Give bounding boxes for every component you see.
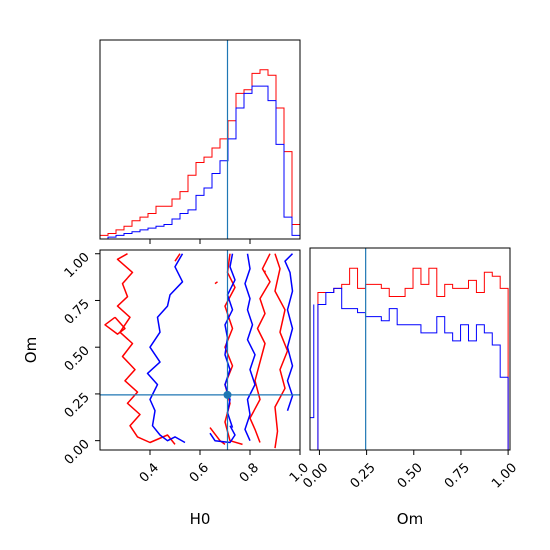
om-histogram-frame bbox=[309, 247, 511, 451]
h0-histogram-frame bbox=[99, 39, 301, 240]
om-hist-series-0 bbox=[310, 267, 509, 450]
red-contour-2 bbox=[174, 253, 181, 262]
om-hist-extra-bin bbox=[310, 304, 315, 419]
joint-contour-panel: 0.4 0.6 0.8 1.00.000.250.500.751.00 H0 Om bbox=[22, 249, 312, 528]
joint-x-tick-label-1: 0.6 bbox=[187, 460, 212, 485]
joint-x-tick-label-0: 0.4 bbox=[137, 460, 162, 485]
red-contour-4 bbox=[224, 253, 243, 446]
x-axis-label-om: Om bbox=[397, 510, 423, 528]
red-contour-3 bbox=[214, 281, 218, 285]
red-contour-0 bbox=[116, 253, 176, 445]
joint-y-tick-label-4: 1.00 bbox=[62, 250, 93, 281]
blue-contour-4 bbox=[284, 253, 294, 411]
joint-x-tick-label-2: 0.8 bbox=[237, 460, 262, 485]
joint-y-tick-label-3: 0.75 bbox=[62, 297, 93, 328]
joint-y-tick-label-2: 0.50 bbox=[62, 343, 93, 374]
om-hist-series-1 bbox=[310, 287, 509, 450]
joint-panel-frame bbox=[99, 249, 301, 451]
joint-y-tick-label-1: 0.25 bbox=[62, 390, 93, 421]
om-x-tick-label-4: 1.00 bbox=[489, 460, 520, 491]
x-axis-label-h0: H0 bbox=[190, 510, 211, 528]
joint-y-tick-label-0: 0.00 bbox=[62, 437, 93, 468]
h0-histogram-panel bbox=[99, 39, 301, 244]
red-contour-5 bbox=[249, 253, 271, 443]
om-histogram-panel: 0.00 0.25 0.50 0.75 1.00 Om bbox=[300, 247, 520, 528]
h0-hist-series-0 bbox=[99, 69, 301, 239]
blue-contour-3 bbox=[244, 253, 256, 442]
h0-hist-series-1 bbox=[100, 85, 301, 240]
red-contour-6 bbox=[274, 253, 289, 449]
red-contour-1 bbox=[104, 316, 126, 335]
om-x-tick-label-3: 0.75 bbox=[442, 460, 473, 491]
blue-contour-0 bbox=[146, 253, 186, 444]
blue-contour-1 bbox=[209, 425, 236, 444]
joint-truth-point bbox=[223, 390, 232, 399]
y-axis-label-om: Om bbox=[22, 337, 40, 363]
om-x-tick-label-2: 0.50 bbox=[395, 460, 426, 491]
blue-contour-2 bbox=[224, 253, 236, 428]
om-x-tick-label-1: 0.25 bbox=[348, 460, 379, 491]
